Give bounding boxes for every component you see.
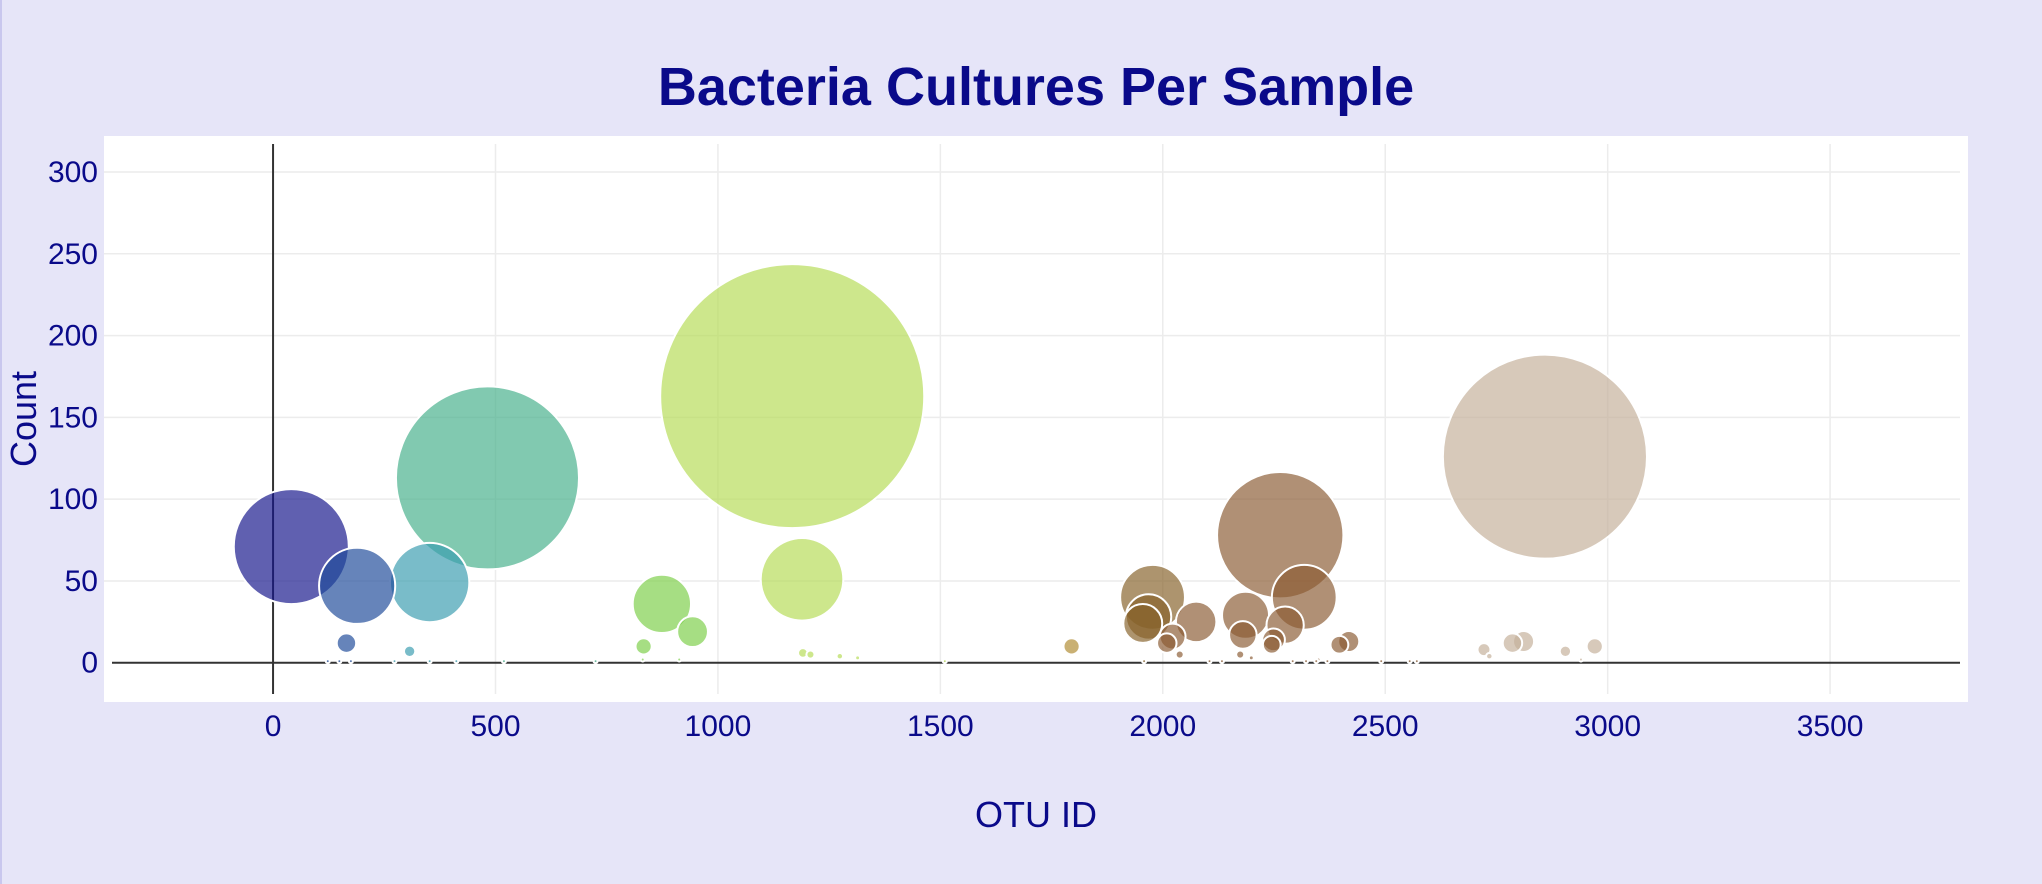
bubble-point[interactable] bbox=[676, 615, 709, 649]
bubble-point[interactable] bbox=[1235, 649, 1246, 660]
y-tick-label: 0 bbox=[81, 647, 98, 680]
x-tick-label: 3500 bbox=[1797, 710, 1864, 743]
zero-lines bbox=[112, 144, 1960, 694]
bubble-point[interactable] bbox=[1406, 658, 1413, 665]
bubble-point[interactable] bbox=[453, 658, 460, 665]
bubble-point[interactable] bbox=[805, 649, 816, 660]
bubble-point[interactable] bbox=[318, 546, 397, 625]
x-tick-label: 3000 bbox=[1574, 710, 1641, 743]
y-tick-label: 150 bbox=[48, 401, 98, 434]
x-tick-label: 2000 bbox=[1129, 710, 1196, 743]
bubble-point[interactable] bbox=[1141, 658, 1148, 665]
bubble-point[interactable] bbox=[639, 656, 646, 663]
bubble-point[interactable] bbox=[1441, 353, 1648, 560]
bubble-point[interactable] bbox=[759, 537, 845, 622]
bubble-point[interactable] bbox=[1413, 658, 1420, 665]
y-tick-label: 250 bbox=[48, 238, 98, 271]
bubble-point[interactable] bbox=[1122, 603, 1164, 644]
bubble-point[interactable] bbox=[592, 658, 599, 665]
x-axis-title: OTU ID bbox=[975, 794, 1097, 835]
x-tick-label: 500 bbox=[470, 710, 520, 743]
bubble-point[interactable] bbox=[659, 263, 926, 530]
bubble-point[interactable] bbox=[1261, 634, 1282, 655]
x-tick-label: 1500 bbox=[907, 710, 974, 743]
chart-title: Bacteria Cultures Per Sample bbox=[657, 57, 1415, 117]
y-tick-label: 100 bbox=[48, 483, 98, 516]
bubble-point[interactable] bbox=[335, 632, 358, 654]
bubble-point[interactable] bbox=[1289, 658, 1296, 665]
bubble-point[interactable] bbox=[426, 658, 433, 665]
bubble-point[interactable] bbox=[1218, 658, 1225, 665]
page-left-edge bbox=[0, 0, 2, 884]
bubble-point[interactable] bbox=[631, 573, 693, 635]
bubble-point[interactable] bbox=[1062, 637, 1081, 656]
x-tick-label: 2500 bbox=[1352, 710, 1419, 743]
bubble-point[interactable] bbox=[336, 658, 343, 665]
bubble-point[interactable] bbox=[1378, 658, 1385, 665]
bubble-point[interactable] bbox=[1206, 658, 1213, 665]
bubble-point[interactable] bbox=[1324, 658, 1331, 665]
bubble-series bbox=[232, 263, 1648, 665]
bubble-point[interactable] bbox=[402, 644, 417, 658]
bubble-point[interactable] bbox=[1313, 658, 1320, 665]
bubble-point[interactable] bbox=[1577, 656, 1584, 663]
x-tick-labels: 0 500 1000 1500 2000 2500 3000 3500 bbox=[265, 710, 1864, 743]
bubble-point[interactable] bbox=[388, 541, 471, 624]
bubble-point[interactable] bbox=[1303, 658, 1310, 665]
bubble-point[interactable] bbox=[391, 658, 398, 665]
bubble-point[interactable] bbox=[1501, 632, 1524, 654]
y-axis-title: Count bbox=[3, 371, 44, 467]
bubble-point[interactable] bbox=[676, 656, 683, 663]
y-tick-label: 50 bbox=[65, 565, 98, 598]
bubble-point[interactable] bbox=[1174, 600, 1218, 644]
bubble-point[interactable] bbox=[1329, 634, 1350, 655]
bubble-point[interactable] bbox=[1174, 649, 1185, 660]
y-tick-label: 300 bbox=[48, 156, 98, 189]
bubble-point[interactable] bbox=[347, 658, 354, 665]
bubble-point[interactable] bbox=[1585, 637, 1604, 656]
bubble-point[interactable] bbox=[1247, 654, 1255, 662]
bubble-point[interactable] bbox=[1156, 632, 1178, 654]
x-tick-label: 0 bbox=[265, 710, 282, 743]
bubble-point[interactable] bbox=[324, 658, 331, 665]
bubble-point[interactable] bbox=[1228, 620, 1258, 650]
bubble-point[interactable] bbox=[634, 637, 653, 656]
bubble-point[interactable] bbox=[941, 658, 948, 665]
bubble-point[interactable] bbox=[1558, 644, 1573, 658]
bubble-point[interactable] bbox=[835, 651, 845, 661]
bubble-point[interactable] bbox=[394, 385, 581, 571]
bubble-point[interactable] bbox=[854, 654, 862, 662]
bubble-point[interactable] bbox=[500, 658, 507, 665]
bubble-point[interactable] bbox=[1485, 651, 1494, 661]
x-tick-label: 1000 bbox=[685, 710, 752, 743]
y-tick-labels: 0 50 100 150 200 250 300 bbox=[48, 156, 98, 680]
y-tick-label: 200 bbox=[48, 320, 98, 353]
